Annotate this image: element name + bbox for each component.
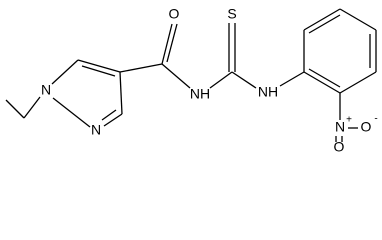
atom-label: NH (190, 86, 210, 102)
atom-label: N (91, 122, 101, 138)
atom-charge: + (346, 115, 352, 126)
atom-label: O (334, 139, 345, 153)
atom-label: O (169, 6, 180, 22)
atom-label: S (227, 6, 236, 22)
atom-label: O (361, 119, 372, 135)
atom-label: N (335, 119, 345, 135)
atom-charge: - (374, 114, 377, 125)
bonds (5, 8, 377, 142)
molecule-diagram: O S N N NH NH N + O - O (5, 6, 378, 153)
atom-labels: O S N N NH NH N + O - O (41, 6, 378, 153)
atom-label: N (41, 82, 51, 98)
atom-label: NH (258, 84, 278, 100)
